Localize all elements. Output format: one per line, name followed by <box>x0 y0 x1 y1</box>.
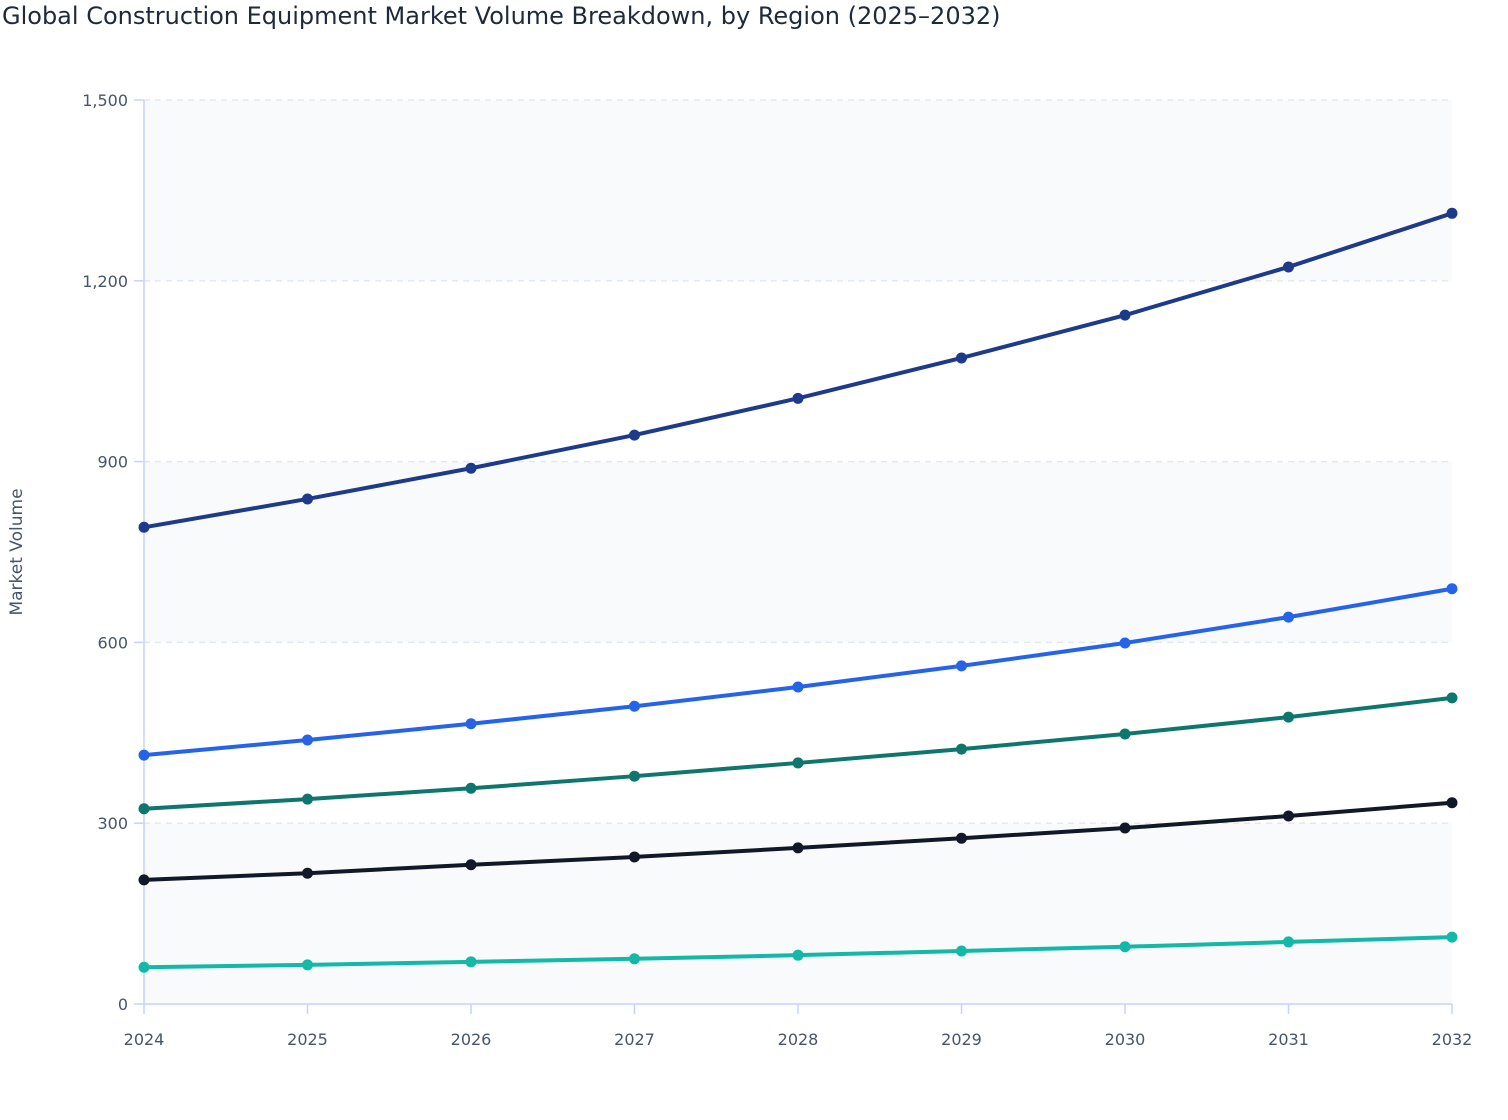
data-point <box>465 718 477 730</box>
data-point <box>1283 261 1294 273</box>
data-point <box>629 953 640 965</box>
data-point <box>1283 810 1294 822</box>
data-point <box>956 660 967 672</box>
data-point <box>629 770 640 782</box>
data-point <box>138 749 150 761</box>
series-3 <box>138 692 1458 815</box>
data-point <box>956 352 967 364</box>
gridlines <box>144 99 1452 824</box>
data-point <box>629 851 640 863</box>
data-point <box>956 832 967 844</box>
data-point <box>1446 207 1458 219</box>
x-axis-ticks: 2024 2025 2026 2027 2028 2029 2030 2031 2032 <box>124 1004 1473 1049</box>
data-point <box>465 956 477 968</box>
data-point <box>1119 309 1131 321</box>
x-tick-label: 2030 <box>1105 1030 1146 1049</box>
x-tick-label: 2029 <box>941 1030 982 1049</box>
series-group <box>138 207 1458 973</box>
data-point <box>465 782 477 794</box>
series-line <box>142 695 1454 811</box>
series-2 <box>138 583 1458 761</box>
x-tick-label: 2024 <box>124 1030 165 1049</box>
data-point <box>1446 583 1458 595</box>
data-point <box>1446 692 1458 704</box>
y-axis-label: Market Volume <box>7 488 27 615</box>
x-tick-label: 2025 <box>287 1030 328 1049</box>
data-point <box>629 429 640 441</box>
data-point <box>1283 711 1294 723</box>
y-tick-label: 900 <box>97 453 128 472</box>
data-point <box>138 803 150 815</box>
data-point <box>1283 936 1294 948</box>
x-tick-label: 2031 <box>1268 1030 1309 1049</box>
data-point <box>302 493 313 505</box>
x-tick-label: 2026 <box>451 1030 492 1049</box>
data-point <box>1119 728 1131 740</box>
plot-band <box>144 100 1452 281</box>
y-tick-label: 1,200 <box>82 272 128 291</box>
x-tick-label: 2032 <box>1432 1030 1473 1049</box>
y-tick-label: 300 <box>97 814 128 833</box>
x-tick-label: 2028 <box>778 1030 819 1049</box>
data-point <box>465 462 477 474</box>
y-tick-label: 1,500 <box>82 91 128 110</box>
data-point <box>1446 797 1458 809</box>
data-point <box>138 521 150 533</box>
data-point <box>792 757 804 769</box>
data-point <box>792 949 804 961</box>
data-point <box>138 961 150 973</box>
data-point <box>956 945 967 957</box>
data-point <box>138 874 150 886</box>
data-point <box>956 743 967 755</box>
chart-title: Global Construction Equipment Market Vol… <box>2 2 1001 30</box>
data-point <box>792 392 804 404</box>
y-axis-ticks: 0 300 600 900 1,200 1,500 <box>82 91 144 1014</box>
series-4 <box>138 797 1458 886</box>
y-tick-label: 600 <box>97 633 128 652</box>
y-tick-label: 0 <box>118 995 128 1014</box>
plot-background <box>144 100 1452 1004</box>
data-point <box>1446 931 1458 943</box>
data-point <box>302 734 313 746</box>
data-point <box>629 700 640 712</box>
data-point <box>1119 822 1131 834</box>
data-point <box>465 859 477 871</box>
data-point <box>792 681 804 693</box>
data-point <box>302 867 313 879</box>
data-point <box>1283 611 1294 623</box>
series-5 <box>138 931 1458 973</box>
x-tick-label: 2027 <box>614 1030 655 1049</box>
data-point <box>1119 941 1131 953</box>
series-1 <box>138 207 1458 533</box>
data-point <box>302 793 313 805</box>
plot-band <box>144 461 1452 643</box>
data-point <box>1119 637 1131 649</box>
data-point <box>792 842 804 854</box>
data-point <box>302 959 313 971</box>
